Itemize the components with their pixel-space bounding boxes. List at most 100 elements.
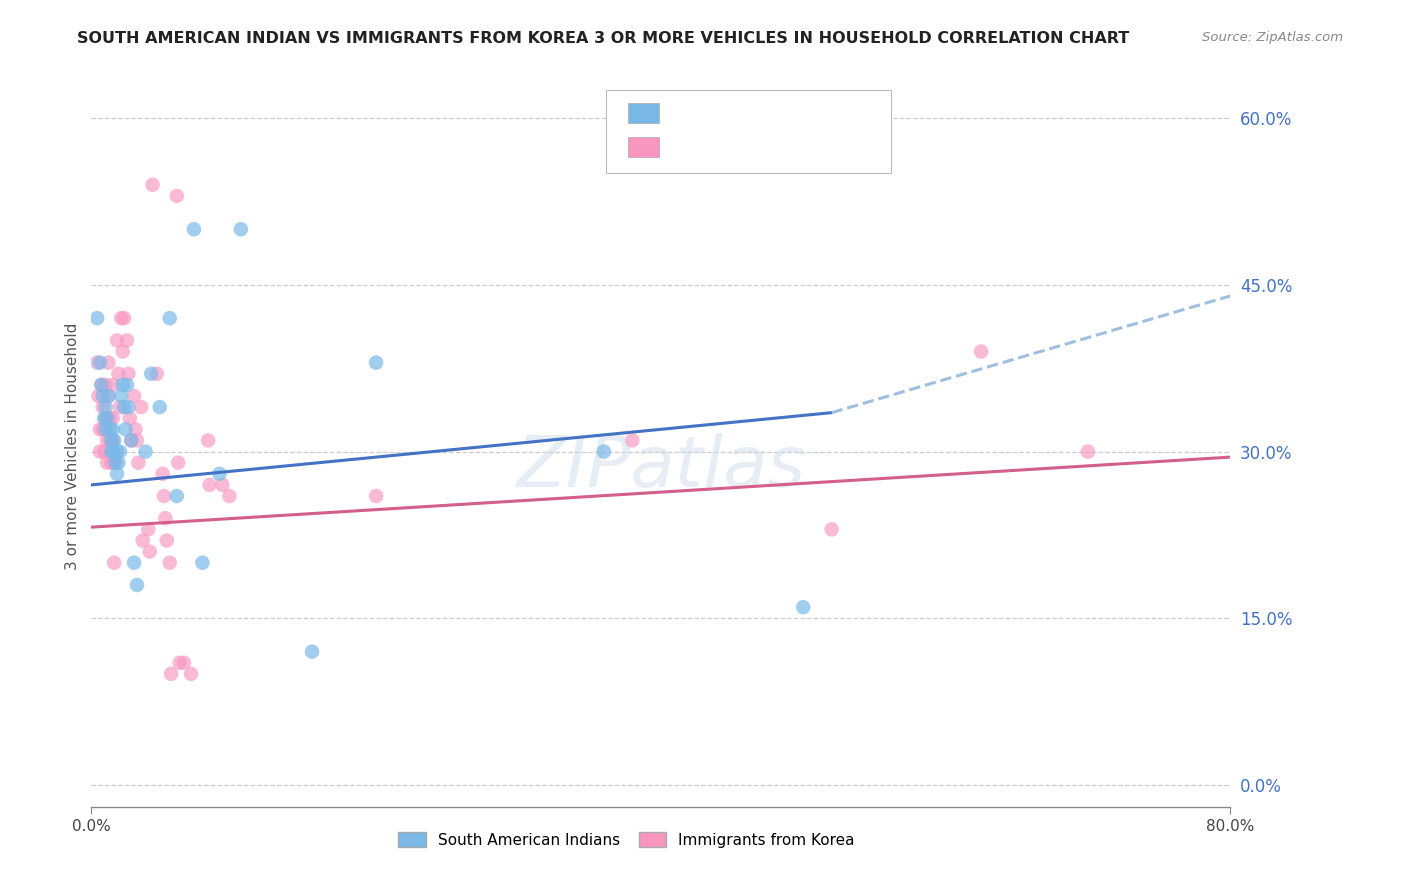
- Point: [166, 489, 188, 503]
- Point: [90, 377, 112, 392]
- Point: [125, 434, 148, 448]
- Point: [97, 389, 120, 403]
- Point: [94, 422, 117, 436]
- Point: [117, 400, 139, 414]
- Point: [103, 434, 125, 448]
- Point: [120, 434, 142, 448]
- Point: [155, 511, 177, 525]
- Point: [115, 334, 138, 348]
- Text: 42: 42: [790, 104, 814, 122]
- Point: [211, 478, 233, 492]
- Point: [98, 411, 121, 425]
- Point: [100, 444, 122, 458]
- Point: [97, 356, 120, 370]
- Point: [111, 377, 134, 392]
- Point: [792, 600, 814, 615]
- Point: [117, 367, 139, 381]
- Point: [104, 456, 127, 470]
- Point: [87, 389, 110, 403]
- Point: [100, 456, 122, 470]
- Point: [159, 311, 181, 326]
- Point: [112, 400, 135, 414]
- Point: [100, 434, 122, 448]
- Point: [93, 411, 115, 425]
- Text: 0.109: 0.109: [702, 138, 754, 156]
- Point: [105, 467, 128, 481]
- Point: [98, 422, 121, 436]
- Point: [197, 434, 219, 448]
- Point: [101, 377, 124, 392]
- Point: [593, 444, 616, 458]
- Text: SOUTH AMERICAN INDIAN VS IMMIGRANTS FROM KOREA 3 OR MORE VEHICLES IN HOUSEHOLD C: SOUTH AMERICAN INDIAN VS IMMIGRANTS FROM…: [77, 31, 1129, 46]
- Point: [173, 656, 195, 670]
- Point: [108, 444, 131, 458]
- Text: R =: R =: [671, 138, 707, 156]
- Text: R =: R =: [671, 104, 707, 122]
- Point: [101, 422, 124, 436]
- Text: 0.148: 0.148: [702, 104, 754, 122]
- Point: [103, 556, 125, 570]
- Point: [149, 400, 172, 414]
- Point: [98, 434, 121, 448]
- Point: [229, 222, 252, 236]
- Point: [142, 178, 165, 192]
- Point: [112, 311, 135, 326]
- Point: [96, 434, 118, 448]
- Point: [91, 389, 114, 403]
- Point: [97, 389, 120, 403]
- Point: [364, 489, 387, 503]
- Point: [134, 444, 156, 458]
- Point: [122, 389, 145, 403]
- Point: [167, 456, 190, 470]
- Point: [89, 356, 111, 370]
- Text: ZIPatlas: ZIPatlas: [516, 434, 806, 502]
- Point: [166, 189, 188, 203]
- Point: [127, 456, 149, 470]
- Text: Source: ZipAtlas.com: Source: ZipAtlas.com: [1202, 31, 1343, 45]
- Point: [1077, 444, 1099, 458]
- Point: [118, 411, 141, 425]
- Point: [107, 367, 129, 381]
- Point: [108, 400, 131, 414]
- Point: [160, 666, 183, 681]
- Point: [122, 556, 145, 570]
- Point: [89, 422, 111, 436]
- Legend: South American Indians, Immigrants from Korea: South American Indians, Immigrants from …: [392, 826, 860, 854]
- Point: [153, 489, 176, 503]
- Y-axis label: 3 or more Vehicles in Household: 3 or more Vehicles in Household: [65, 322, 80, 570]
- Point: [111, 344, 134, 359]
- Point: [169, 656, 191, 670]
- Point: [114, 422, 136, 436]
- Point: [141, 367, 163, 381]
- Point: [820, 522, 842, 536]
- Point: [191, 556, 214, 570]
- Point: [138, 522, 160, 536]
- Point: [86, 311, 108, 326]
- Point: [93, 444, 115, 458]
- Point: [101, 434, 124, 448]
- Point: [364, 356, 387, 370]
- Point: [159, 556, 181, 570]
- Point: [156, 533, 179, 548]
- Point: [96, 456, 118, 470]
- Point: [120, 434, 142, 448]
- Point: [115, 377, 138, 392]
- Point: [139, 544, 162, 558]
- Text: 63: 63: [790, 138, 813, 156]
- Text: N =: N =: [759, 138, 796, 156]
- Point: [198, 478, 221, 492]
- Point: [110, 389, 132, 403]
- Point: [89, 444, 111, 458]
- Point: [792, 133, 814, 147]
- Point: [86, 356, 108, 370]
- Point: [94, 411, 117, 425]
- Point: [218, 489, 240, 503]
- Point: [110, 311, 132, 326]
- Point: [91, 422, 114, 436]
- Point: [107, 456, 129, 470]
- Point: [183, 222, 205, 236]
- Point: [101, 411, 124, 425]
- Point: [105, 444, 128, 458]
- Point: [131, 533, 153, 548]
- Text: N =: N =: [759, 104, 796, 122]
